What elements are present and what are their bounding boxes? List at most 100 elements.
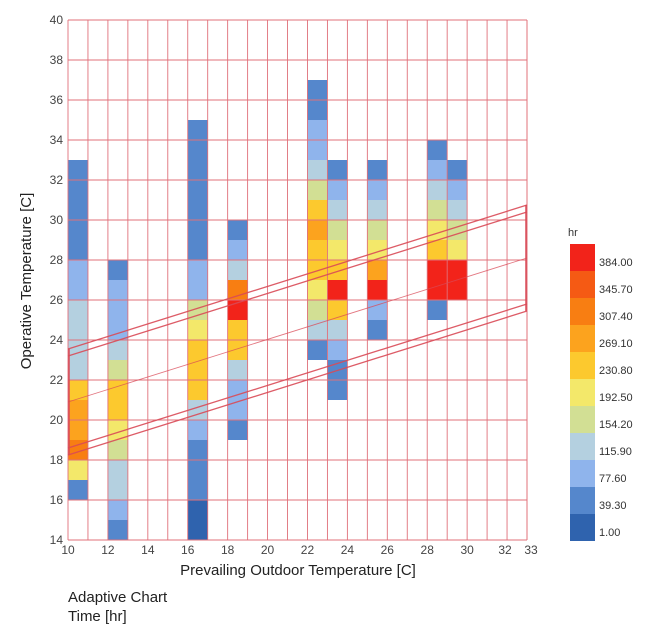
heatmap-cell [68, 200, 88, 220]
heatmap-cell [427, 200, 448, 220]
heatmap-cell [427, 140, 448, 160]
heatmap-cell [187, 160, 208, 180]
heatmap-cell [68, 420, 88, 440]
legend-swatch [570, 298, 595, 325]
heatmap-cell [187, 340, 208, 360]
heatmap-cell [68, 440, 88, 460]
heatmap-cell [327, 300, 348, 320]
legend-swatch [570, 271, 595, 298]
heatmap-cell [68, 480, 88, 500]
legend-swatch [570, 406, 595, 433]
heatmap-cell [327, 200, 348, 220]
heatmap-cell [447, 160, 468, 180]
legend-label: 384.00 [599, 257, 633, 269]
y-tick-label: 38 [50, 53, 64, 67]
x-tick-label: 24 [341, 543, 355, 557]
heatmap-cell [227, 420, 248, 440]
heatmap-cell [187, 440, 208, 460]
heatmap-cell [327, 220, 348, 240]
heatmap-cell [187, 520, 208, 540]
heatmap-cell [187, 240, 208, 260]
heatmap-cell [307, 280, 328, 300]
heatmap-cell [107, 400, 128, 420]
heatmap-cell [227, 260, 248, 280]
legend-swatch [570, 433, 595, 460]
comfort-neutral-line [67, 257, 528, 403]
x-axis-title: Prevailing Outdoor Temperature [C] [180, 562, 416, 579]
chart-title: Adaptive Chart [68, 589, 168, 606]
y-tick-label: 26 [50, 293, 64, 307]
heatmap-cell [307, 100, 328, 120]
heatmap-cell [68, 360, 88, 380]
heatmap-cell [187, 420, 208, 440]
legend-label: 269.10 [599, 338, 633, 350]
comfort-lower-limit-outer [67, 310, 528, 456]
heatmap-cell [447, 180, 468, 200]
heatmap-cell [327, 380, 348, 400]
heatmap-cell [327, 160, 348, 180]
heatmap-cell [447, 220, 468, 240]
heatmap-cell [367, 160, 388, 180]
legend-label: 345.70 [599, 284, 633, 296]
heatmap-cell [187, 480, 208, 500]
heatmap-cell [107, 260, 128, 280]
heatmap-cell [107, 320, 128, 340]
x-tick-label: 33 [524, 543, 538, 557]
heatmap-cell [367, 220, 388, 240]
heatmap-cell [107, 300, 128, 320]
heatmap-cell [307, 140, 328, 160]
heatmap-cell [187, 460, 208, 480]
heatmap-cell [367, 320, 388, 340]
heatmap-cell [427, 300, 448, 320]
comfort-band [67, 204, 528, 456]
heatmap-cell [187, 220, 208, 240]
chart-subtitle: Time [hr] [68, 608, 127, 625]
heatmap-cell [307, 200, 328, 220]
heatmap-cell [427, 280, 448, 300]
heatmap-cell [307, 340, 328, 360]
legend-label: 115.90 [599, 446, 632, 458]
legend-label: 307.40 [599, 311, 633, 323]
heatmap-cell [447, 200, 468, 220]
heatmap-cell [447, 260, 468, 280]
heatmap-cell [427, 220, 448, 240]
x-tick-label: 22 [301, 543, 315, 557]
legend-swatch [570, 325, 595, 352]
legend-swatch [570, 379, 595, 406]
legend-label: 77.60 [599, 473, 627, 485]
heatmap-cell [68, 400, 88, 420]
heatmap-cell [187, 140, 208, 160]
legend-swatch [570, 514, 595, 541]
grid [67, 19, 528, 541]
color-legend: hr 384.00 345.70 307.40 269.10 230.80 192.50 1… [568, 227, 633, 541]
heatmap-cell [107, 480, 128, 500]
comfort-upper-limit-inner [67, 211, 528, 357]
heatmap-cell [367, 300, 388, 320]
heatmap-cell [327, 240, 348, 260]
heatmap-cell [68, 460, 88, 480]
heatmap-cell [367, 280, 388, 300]
x-tick-label: 12 [101, 543, 115, 557]
heatmap-cell [367, 180, 388, 200]
legend-swatch [570, 487, 595, 514]
heatmap-cell [187, 120, 208, 140]
heatmap-cell [187, 400, 208, 420]
heatmap-cell [307, 220, 328, 240]
x-tick-label: 10 [61, 543, 75, 557]
heatmap-cell [107, 380, 128, 400]
heatmap-cell [367, 260, 388, 280]
y-tick-label: 36 [50, 93, 64, 107]
y-tick-label: 24 [50, 333, 64, 347]
x-tick-label: 26 [381, 543, 395, 557]
heatmap-cell [227, 320, 248, 340]
y-axis-title: Operative Temperature [C] [18, 193, 35, 369]
heatmap-cell [107, 340, 128, 360]
heatmap-cell [227, 400, 248, 420]
heatmap-cell [367, 240, 388, 260]
y-tick-label: 16 [50, 493, 64, 507]
heatmap-cell [107, 500, 128, 520]
y-tick-label: 18 [50, 453, 64, 467]
heatmap-cell [187, 500, 208, 520]
heatmap-cell [327, 280, 348, 300]
